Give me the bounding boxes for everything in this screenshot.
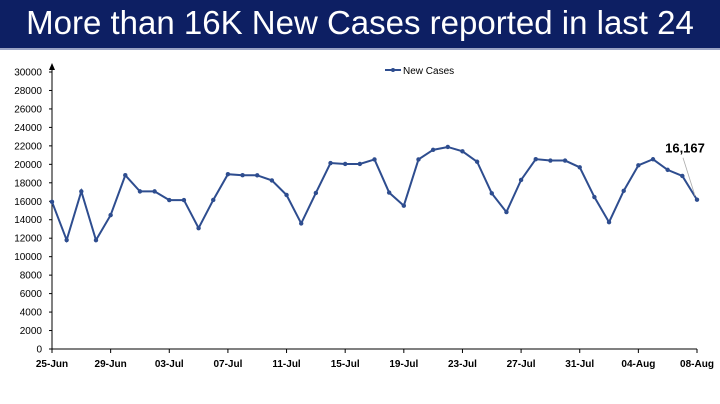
data-point	[299, 221, 304, 226]
y-tick-label: 26000	[14, 104, 42, 115]
data-point	[460, 149, 465, 154]
data-point	[694, 197, 700, 202]
data-point	[240, 173, 245, 178]
y-tick-label: 22000	[14, 141, 42, 152]
data-point	[401, 203, 407, 208]
data-point	[416, 157, 421, 162]
data-point	[548, 158, 553, 163]
legend-label: New Cases	[403, 66, 454, 77]
line-chart: 0 2000 4000 6000 8000 10000 12000 14000 16000 180…	[14, 63, 714, 370]
data-point	[64, 237, 69, 243]
y-tick-label: 8000	[20, 271, 43, 282]
data-point	[445, 144, 450, 150]
x-tick-label: 23-Jul	[448, 359, 477, 370]
y-tick-label: 16000	[14, 197, 42, 208]
page-title: More than 16K New Cases reported in last…	[0, 0, 720, 87]
x-tick-label: 11-Jul	[272, 359, 301, 370]
data-point	[533, 156, 538, 162]
y-tick-label: 2000	[20, 326, 43, 337]
data-point	[680, 173, 685, 179]
data-point	[504, 209, 509, 215]
data-point	[225, 172, 231, 177]
y-axis-arrow	[49, 63, 55, 70]
data-point	[167, 197, 172, 203]
annotation-leader	[682, 157, 696, 196]
x-tick-label: 04-Aug	[621, 359, 655, 370]
data-point	[79, 189, 84, 194]
data-point	[328, 160, 333, 166]
data-point	[211, 197, 216, 203]
data-point	[636, 163, 641, 168]
y-tick-label: 24000	[14, 123, 42, 134]
data-point	[49, 199, 55, 205]
data-point	[665, 167, 670, 173]
y-tick-label: 18000	[14, 178, 42, 189]
y-tick-label: 20000	[14, 160, 42, 171]
data-point	[196, 225, 201, 231]
x-tick-label: 29-Jun	[95, 359, 127, 370]
data-point	[181, 197, 187, 203]
data-point	[255, 173, 260, 178]
x-tick-label: 27-Jul	[507, 359, 536, 370]
y-tick-label: 6000	[20, 289, 43, 300]
y-tick-label: 4000	[20, 308, 43, 319]
data-point	[592, 194, 597, 200]
x-tick-label: 15-Jul	[331, 359, 360, 370]
legend-marker	[391, 68, 395, 72]
y-tick-label: 28000	[14, 86, 42, 97]
data-point	[313, 190, 319, 196]
data-point	[489, 191, 494, 196]
x-tick-label: 19-Jul	[389, 359, 418, 370]
data-point	[152, 189, 157, 194]
data-point	[284, 192, 289, 198]
data-point	[518, 177, 524, 183]
y-tick-label: 12000	[14, 234, 42, 245]
y-tick-label: 14000	[14, 215, 42, 226]
data-point	[372, 157, 377, 162]
y-tick-label: 0	[36, 345, 42, 356]
data-point	[123, 173, 128, 178]
x-tick-label: 07-Jul	[213, 359, 242, 370]
x-tick-label: 31-Jul	[565, 359, 594, 370]
x-tick-label: 03-Jul	[155, 359, 184, 370]
data-point	[474, 159, 480, 164]
data-point	[269, 178, 275, 183]
annotation-label: 16,167	[665, 141, 705, 156]
data-point	[430, 147, 436, 153]
data-point	[606, 220, 612, 225]
x-tick-label: 08-Aug	[680, 359, 714, 370]
data-point	[650, 157, 656, 162]
x-tick-label: 25-Jun	[36, 359, 68, 370]
data-point	[108, 212, 113, 218]
y-tick-label: 10000	[14, 252, 42, 263]
data-point	[357, 161, 363, 167]
data-point	[621, 188, 626, 194]
data-point	[93, 237, 99, 243]
data-point	[137, 189, 143, 194]
data-point	[386, 190, 392, 195]
y-tick-label: 30000	[14, 68, 42, 79]
data-point	[342, 161, 348, 167]
data-point	[577, 165, 582, 170]
data-point	[562, 158, 568, 163]
